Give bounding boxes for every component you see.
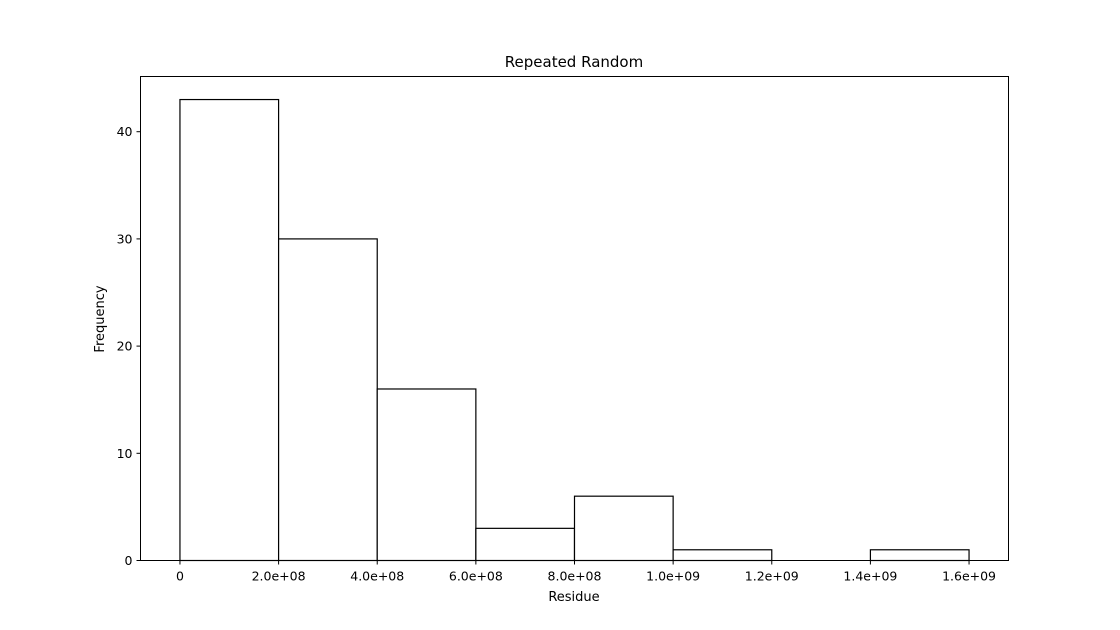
histogram-bar-7: [869, 549, 970, 562]
x-tick-label-0: 0: [176, 569, 184, 584]
histogram-bar-4: [573, 495, 674, 562]
x-tick-label-2: 4.0e+08: [350, 569, 404, 584]
histogram-bar-3: [475, 527, 576, 562]
y-tick-label-0: 0: [125, 553, 133, 568]
histogram-bar-5: [672, 549, 773, 562]
x-tick-label-7: 1.4e+09: [843, 569, 897, 584]
bars-group: [179, 98, 970, 562]
y-axis-label: Frequency: [93, 285, 108, 352]
x-tick-label-8: 1.6e+09: [942, 569, 996, 584]
histogram-bar-1: [277, 238, 378, 562]
chart-title: Repeated Random: [505, 53, 643, 71]
x-tick-label-3: 6.0e+08: [449, 569, 503, 584]
x-tick-label-6: 1.2e+09: [745, 569, 799, 584]
histogram-bar-2: [376, 388, 477, 562]
x-tick-label-1: 2.0e+08: [252, 569, 306, 584]
x-tick-label-4: 8.0e+08: [548, 569, 602, 584]
y-tick-label-1: 10: [117, 446, 133, 461]
y-tick-label-3: 30: [117, 231, 133, 246]
y-tick-label-4: 40: [117, 124, 133, 139]
histogram-bar-0: [179, 98, 280, 562]
x-tick-label-5: 1.0e+09: [646, 569, 700, 584]
x-axis-ticks: 0 2.0e+08 4.0e+08 6.0e+08 8.0e+08 1.0e+09 1.2e…: [176, 560, 996, 584]
y-axis-ticks: 0 10 20 30 40: [117, 124, 141, 568]
y-tick-label-2: 20: [117, 339, 133, 354]
x-axis-label: Residue: [548, 590, 599, 605]
